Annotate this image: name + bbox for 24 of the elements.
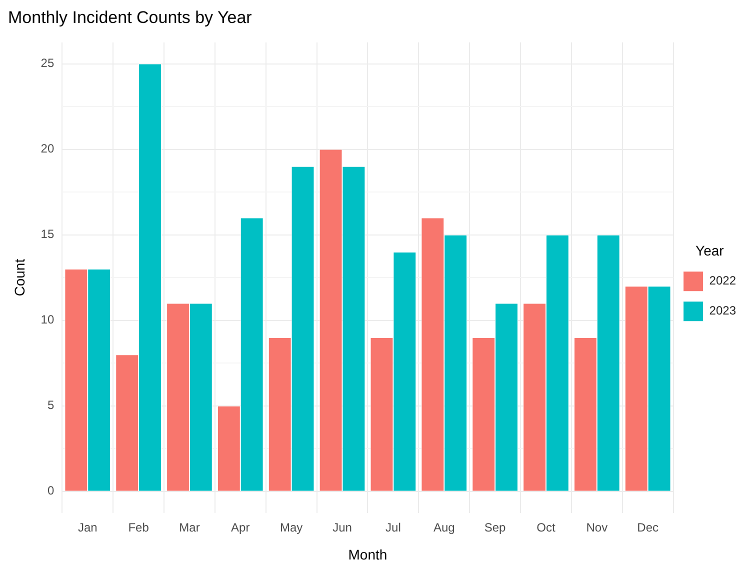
y-tick-label: 25: [40, 56, 54, 70]
x-axis-title: Month: [348, 546, 388, 562]
x-tick-label: Aug: [433, 520, 455, 534]
y-tick-label: 15: [40, 227, 54, 242]
y-tick-label: 5: [47, 398, 54, 412]
legend-label: 2023: [709, 304, 736, 318]
x-tick-label: Jul: [386, 520, 401, 534]
x-tick-label: Jan: [78, 520, 98, 534]
y-tick-label: 20: [40, 142, 54, 156]
x-tick-label: Sep: [484, 520, 506, 534]
x-tick-label: Jun: [332, 520, 352, 534]
x-tick-label: Mar: [179, 520, 200, 534]
x-tick-label: May: [280, 520, 303, 534]
legend-title: Year: [696, 242, 724, 258]
legend-label: 2022: [709, 274, 736, 288]
x-tick-label: Apr: [231, 520, 250, 534]
chart-title: Monthly Incident Counts by Year: [8, 8, 252, 27]
x-tick-label: Feb: [128, 520, 150, 534]
x-tick-label: Nov: [586, 520, 608, 534]
y-tick-label: 10: [40, 312, 54, 327]
x-tick-label: Dec: [637, 520, 659, 534]
x-tick-label: Oct: [536, 520, 556, 534]
y-tick-label: 0: [47, 484, 54, 498]
y-axis-title: Count: [11, 258, 28, 296]
